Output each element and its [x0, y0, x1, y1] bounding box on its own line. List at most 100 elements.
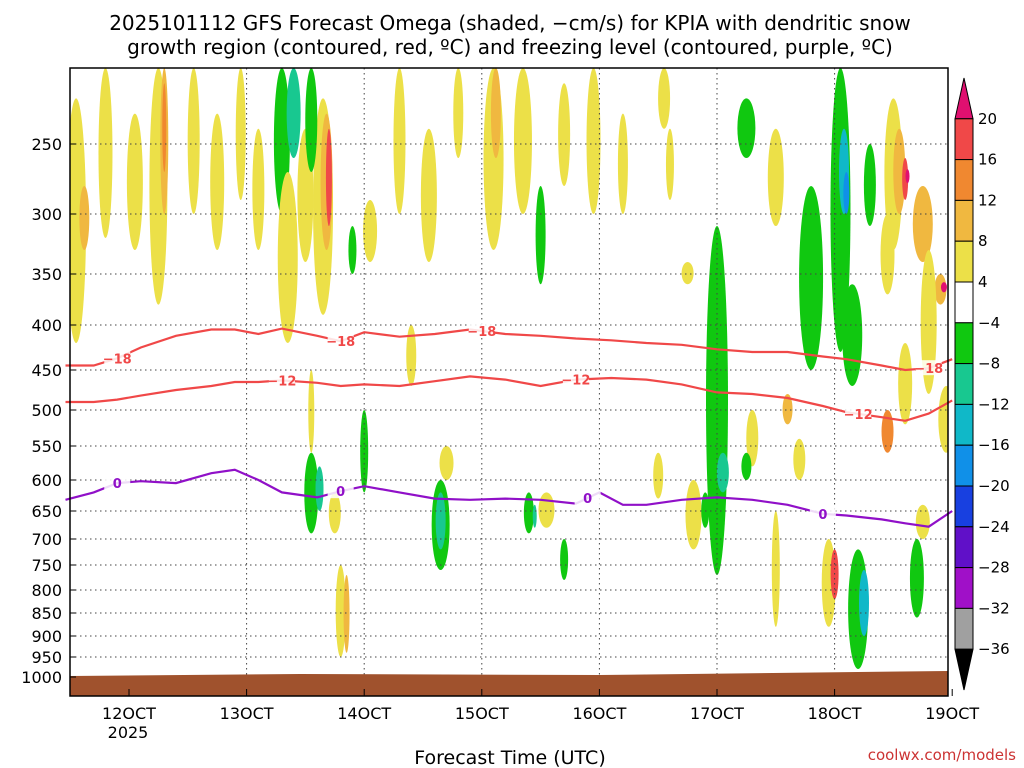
omega-cell — [513, 68, 532, 214]
contour-label-0: 0 — [113, 477, 122, 492]
contour-label--12: −12 — [844, 408, 873, 423]
omega-cell — [898, 343, 913, 425]
omega-cell — [859, 570, 869, 636]
omega-cell — [235, 68, 246, 200]
x-year-label: 2025 — [108, 723, 149, 742]
y-tick-label-650: 650 — [31, 502, 62, 521]
omega-cell — [617, 113, 628, 214]
omega-cell — [406, 325, 417, 386]
y-tick-label-700: 700 — [31, 530, 62, 549]
omega-cell — [893, 128, 906, 214]
contour-label-0: 0 — [818, 508, 827, 523]
omega-cell — [940, 282, 947, 293]
x-tick-label-18OCT: 18OCT — [808, 704, 862, 723]
x-tick-label-13OCT: 13OCT — [220, 704, 274, 723]
omega-cell — [793, 438, 806, 480]
colorbar-swatch — [954, 363, 974, 405]
contour-label-0: 0 — [583, 492, 592, 507]
contour-label-bg — [468, 323, 495, 338]
omega-cell — [771, 511, 780, 627]
chart-title-line-2: growth region (contoured, red, ºC) and f… — [127, 35, 893, 59]
chart-title-line-1: 2025101112 GFS Forecast Omega (shaded, −… — [109, 11, 911, 35]
omega-cell — [880, 214, 895, 295]
omega-cell — [665, 128, 674, 200]
colorbar-swatch — [954, 159, 974, 201]
y-tick-label-950: 950 — [31, 648, 62, 667]
omega-cell — [737, 98, 756, 158]
omega-cell — [685, 480, 702, 550]
x-tick-label-19OCT: 19OCT — [925, 704, 979, 723]
contour-label-bg — [268, 372, 295, 388]
x-tick-label-12OCT: 12OCT — [102, 704, 156, 723]
omega-cell — [681, 262, 694, 285]
colorbar-label: 12 — [978, 191, 997, 209]
y-axis-labels: 250 300 350 400 450 500 550 600 650 700 750 800 850 9… — [21, 135, 76, 687]
contour-label-bg — [104, 350, 131, 366]
colorbar-swatch — [954, 199, 974, 242]
grid-lines — [70, 68, 948, 696]
omega-cell — [393, 68, 406, 214]
colorbar-label: 4 — [978, 273, 988, 291]
omega-cell — [187, 68, 200, 214]
omega-cell — [863, 144, 876, 226]
omega-cell — [325, 128, 332, 226]
contour-label--18: −18 — [914, 362, 943, 377]
colorbar-top-arrow — [954, 77, 974, 120]
y-tick-label-300: 300 — [31, 205, 62, 224]
omega-cell — [315, 466, 324, 512]
contour-label-bg — [104, 475, 131, 491]
contour-label--12: −12 — [561, 374, 590, 389]
omega-cell — [535, 186, 546, 285]
y-tick-label-900: 900 — [31, 627, 62, 646]
omega-cell — [843, 172, 850, 214]
omega-cell — [126, 113, 143, 250]
colorbar-label: −32 — [978, 599, 1010, 617]
omega-cell — [716, 452, 729, 493]
colorbar-label: −8 — [978, 355, 1000, 373]
omega-cell — [934, 274, 947, 305]
y-tick-label-500: 500 — [31, 401, 62, 420]
colorbar-label: −36 — [978, 640, 1010, 658]
contour-line--12 — [65, 375, 953, 422]
omega-cell — [799, 186, 824, 370]
ground-surface — [70, 671, 948, 696]
y-tick-label-550: 550 — [31, 437, 62, 456]
colorbar-swatch — [954, 607, 974, 650]
colorbar-label: 20 — [978, 110, 997, 128]
x-tick-label-14OCT: 14OCT — [337, 704, 391, 723]
y-tick-label-400: 400 — [31, 316, 62, 335]
omega-cell — [842, 284, 863, 386]
colorbar-label: −20 — [978, 477, 1010, 495]
omega-cell — [523, 492, 534, 534]
omega-cell — [912, 186, 933, 262]
omega-cell — [782, 394, 793, 425]
colorbar-label: 8 — [978, 232, 988, 250]
omega-cell — [420, 128, 437, 262]
omega-cell — [308, 370, 315, 453]
colorbar-label: 16 — [978, 151, 997, 169]
omega-cell — [98, 68, 113, 238]
omega-cell — [435, 492, 446, 550]
plot-frame — [69, 67, 949, 697]
colorbar-label: −12 — [978, 395, 1010, 413]
omega-cell — [453, 68, 464, 158]
contour-label-bg — [574, 489, 601, 505]
contour-label-bg — [809, 505, 836, 521]
colorbar-swatch — [954, 526, 974, 569]
omega-cell — [905, 169, 910, 184]
x-tick-label-15OCT: 15OCT — [455, 704, 509, 723]
colorbar-swatch — [954, 485, 974, 528]
omega-cell — [348, 226, 357, 274]
colorbar-swatch — [954, 281, 974, 324]
colorbar-label: −16 — [978, 436, 1010, 454]
omega-cell — [304, 452, 319, 534]
omega-cell — [658, 68, 671, 129]
colorbar-swatch — [954, 444, 974, 487]
omega-cell — [746, 410, 759, 467]
omega-cell — [360, 410, 369, 493]
omega-cell — [252, 128, 265, 250]
omega-cell — [920, 250, 937, 394]
omega-cell — [902, 158, 909, 200]
omega-cell — [277, 172, 298, 343]
contour-label-bg — [327, 483, 354, 499]
